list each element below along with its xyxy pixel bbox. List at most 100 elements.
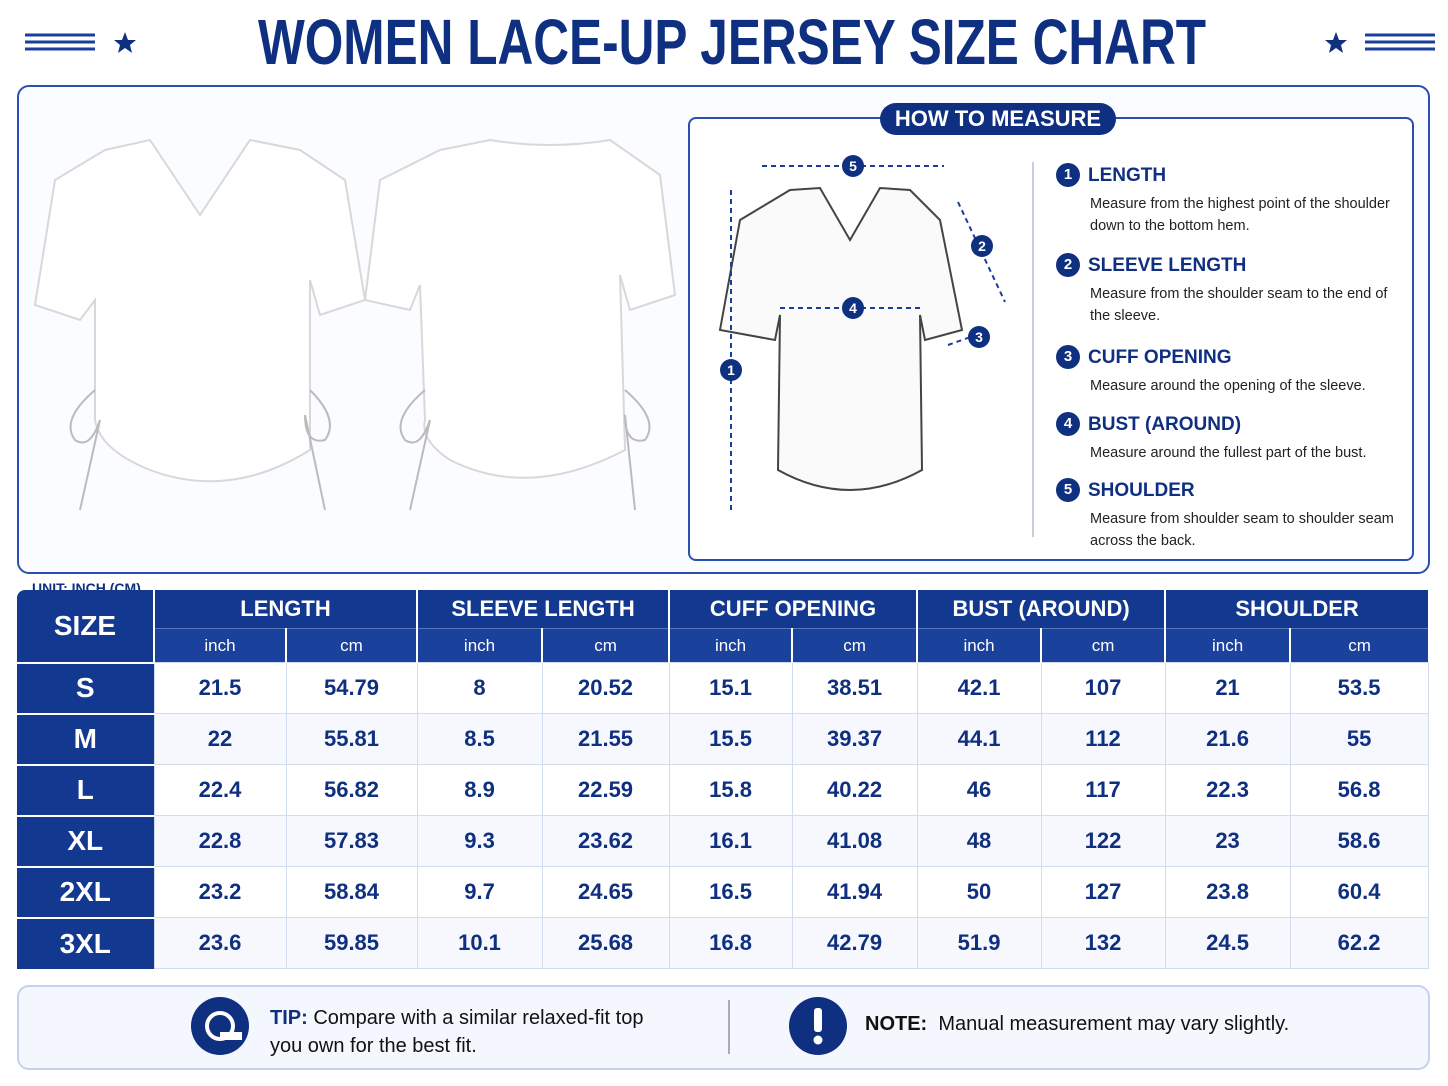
value-cell: 25.68 — [541, 917, 670, 969]
footer-panel — [17, 985, 1430, 1070]
value-cell: 20.52 — [541, 662, 670, 714]
unit-header: cm — [1040, 628, 1166, 663]
step-description: Measure from the shoulder seam to the en… — [1090, 286, 1388, 324]
tip-label: TIP: — [270, 1007, 308, 1029]
value-cell: 58.84 — [285, 866, 418, 918]
value-cell: 15.1 — [668, 662, 793, 714]
value-cell: 21 — [1164, 662, 1291, 714]
unit-header: cm — [1289, 628, 1429, 663]
size-cell: XL — [17, 814, 154, 867]
tape-icon — [191, 997, 249, 1055]
value-cell: 46 — [916, 764, 1042, 816]
value-cell: 16.5 — [668, 866, 793, 918]
table-body: SIZE LENGTH SLEEVE LENGTH CUFF OPENING BUST … — [17, 590, 1429, 969]
unit-header: inch — [416, 628, 543, 663]
value-cell: 59.85 — [285, 917, 418, 969]
value-cell: 51.9 — [916, 917, 1042, 969]
step-label: SLEEVE LENGTH — [1088, 255, 1247, 276]
unit-header: cm — [541, 628, 670, 663]
unit-header: cm — [284, 628, 418, 663]
size-row: M 22 55.81 8.5 21.55 15.5 39.37 44.1 112 21.6 55 — [17, 712, 1429, 765]
value-cell: 38.51 — [791, 662, 918, 714]
step-number: 2 — [1056, 253, 1080, 277]
jersey-outline — [718, 186, 964, 491]
diagram-marker — [971, 235, 993, 257]
group-header: SLEEVE LENGTH — [416, 590, 670, 629]
size-cell: M — [17, 712, 154, 765]
value-cell: 21.5 — [153, 662, 287, 714]
diagram-marker — [968, 326, 990, 348]
diagram-marker — [842, 297, 864, 319]
value-cell: 15.5 — [668, 713, 793, 765]
value-cell: 132 — [1040, 917, 1166, 969]
value-cell: 9.7 — [416, 866, 543, 918]
value-cell: 8.9 — [416, 764, 543, 816]
unit-header-row: inch cm inch cm inch cm inch cm inch cm — [17, 628, 1429, 663]
tip-text: Compare with a similar relaxed-fit top y… — [270, 1007, 644, 1057]
group-header: LENGTH — [152, 590, 418, 629]
step-label: BUST (AROUND) — [1088, 414, 1242, 435]
size-cell: 2XL — [17, 865, 154, 918]
alert-icon — [789, 997, 847, 1055]
jersey-photos — [33, 138, 677, 511]
size-cell: L — [17, 763, 154, 816]
diagram-marker — [720, 359, 742, 381]
diagram-number: 4 — [849, 300, 857, 316]
value-cell: 57.83 — [285, 815, 418, 867]
value-cell: 55.81 — [285, 713, 418, 765]
group-header: SHOULDER — [1164, 590, 1429, 629]
decor-lines — [25, 33, 1435, 51]
divider — [1032, 162, 1034, 537]
value-cell: 22 — [153, 713, 287, 765]
how-to-title: HOW TO MEASURE — [880, 103, 1116, 135]
value-cell: 8.5 — [416, 713, 543, 765]
value-cell: 56.8 — [1289, 764, 1429, 816]
step-description: Measure from shoulder seam to shoulder s… — [1090, 511, 1394, 549]
value-cell: 127 — [1040, 866, 1166, 918]
value-cell: 16.1 — [668, 815, 793, 867]
size-row: L 22.4 56.82 8.9 22.59 15.8 40.22 46 117 22.3 56.8 — [17, 763, 1429, 816]
value-cell: 117 — [1040, 764, 1166, 816]
size-row: 2XL 23.2 58.84 9.7 24.65 16.5 41.94 50 127 23.8 60… — [17, 865, 1429, 918]
value-cell: 10.1 — [416, 917, 543, 969]
size-cell: S — [17, 661, 154, 714]
value-cell: 58.6 — [1289, 815, 1429, 867]
value-cell: 9.3 — [416, 815, 543, 867]
unit-header: inch — [916, 628, 1042, 663]
jersey-back — [363, 138, 677, 479]
unit-header: inch — [153, 628, 286, 663]
footer-divider — [728, 1000, 730, 1054]
value-cell: 50 — [916, 866, 1042, 918]
step-number: 4 — [1056, 412, 1080, 436]
size-row: XL 22.8 57.83 9.3 23.62 16.1 41.08 48 122 23 58.6 — [17, 814, 1429, 867]
value-cell: 22.8 — [153, 815, 287, 867]
value-cell: 40.22 — [791, 764, 918, 816]
title-bar: WOMEN LACE-UP JERSEY SIZE CHART — [25, 6, 1435, 78]
star — [1325, 32, 1347, 53]
value-cell: 23.8 — [1164, 866, 1291, 918]
value-cell: 23.6 — [153, 917, 287, 969]
unit-header: inch — [668, 628, 793, 663]
unit-header: cm — [791, 628, 918, 663]
value-cell: 54.79 — [285, 662, 418, 714]
size-cell: 3XL — [17, 916, 154, 969]
value-cell: 42.79 — [791, 917, 918, 969]
value-cell: 62.2 — [1289, 917, 1429, 969]
tip: TIP: Compare with a similar relaxed-fit … — [270, 1004, 670, 1060]
step-description: Measure around the opening of the sleeve… — [1090, 378, 1366, 394]
value-cell: 41.08 — [791, 815, 918, 867]
value-cell: 53.5 — [1289, 662, 1429, 714]
note: NOTE: Manual measurement may vary slight… — [865, 1013, 1289, 1036]
note-text: Manual measurement may vary slightly. — [938, 1013, 1290, 1035]
group-header: CUFF OPENING — [668, 590, 918, 629]
unit-header: inch — [1164, 628, 1291, 663]
value-cell: 107 — [1040, 662, 1166, 714]
value-cell: 112 — [1040, 713, 1166, 765]
value-cell: 8 — [416, 662, 543, 714]
value-cell: 22.3 — [1164, 764, 1291, 816]
value-cell: 42.1 — [916, 662, 1042, 714]
value-cell: 24.5 — [1164, 917, 1291, 969]
size-row: S 21.5 54.79 8 20.52 15.1 38.51 42.1 107 21 53.5 — [17, 661, 1429, 714]
